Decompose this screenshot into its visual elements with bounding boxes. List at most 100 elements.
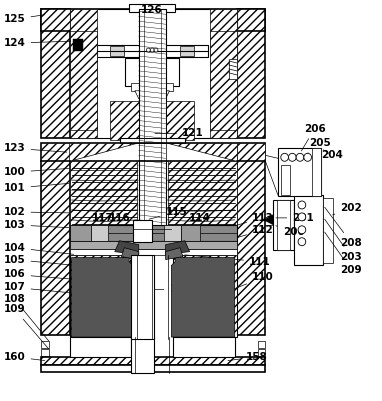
Text: 104: 104 [3,243,74,254]
Text: 202: 202 [333,203,362,215]
Bar [139,9,166,243]
Bar [258,341,265,348]
Text: 115: 115 [149,207,187,219]
Text: 160: 160 [4,352,45,362]
Bar [41,144,265,161]
Bar [168,161,236,233]
Bar [323,198,333,263]
Bar [180,46,194,56]
Text: 126: 126 [141,5,163,15]
Text: 113: 113 [223,213,274,229]
Bar [41,161,70,335]
Bar [229,59,236,79]
Text: 110: 110 [223,272,274,293]
Text: 209: 209 [325,232,362,275]
Bar [281,165,290,195]
Circle shape [296,153,304,161]
Circle shape [298,238,306,246]
Text: 125: 125 [4,14,45,24]
Bar [131,83,173,91]
Circle shape [154,48,158,52]
Bar [236,161,265,335]
Bar [277,200,290,250]
Polygon shape [70,31,97,130]
Polygon shape [70,144,137,161]
Bar [41,349,49,356]
Text: 101: 101 [4,183,69,193]
Bar [144,44,160,57]
Polygon shape [135,91,170,99]
Text: 109: 109 [4,304,49,349]
Text: 106: 106 [4,269,74,279]
Text: 124: 124 [3,38,71,48]
Polygon shape [121,248,139,259]
Text: 120: 120 [155,284,191,294]
Bar [131,255,154,339]
Polygon shape [71,257,133,337]
Bar [70,337,131,357]
Polygon shape [115,241,139,255]
Bar [41,9,70,138]
Bar [173,337,235,357]
Text: 105: 105 [4,255,74,265]
Circle shape [298,213,306,221]
Bar [278,148,321,196]
Text: 108: 108 [4,294,49,341]
Bar [70,161,137,233]
Text: 112: 112 [223,225,274,242]
Circle shape [150,48,154,52]
Bar [41,9,265,31]
Bar [236,9,265,138]
Circle shape [281,153,288,161]
Polygon shape [172,257,235,337]
Bar [73,39,83,51]
Bar [210,9,236,138]
Bar [70,249,236,255]
Circle shape [146,48,150,52]
Polygon shape [166,248,183,259]
Text: 203: 203 [325,219,362,261]
Text: 117: 117 [82,213,114,229]
Bar [70,241,236,249]
Text: 123: 123 [4,144,67,153]
Bar [91,225,108,241]
Polygon shape [168,144,236,161]
Bar [70,225,236,241]
Circle shape [288,153,296,161]
Bar [166,101,194,140]
Bar [41,357,265,365]
Polygon shape [210,31,236,130]
Bar [125,58,179,86]
Bar [133,220,152,242]
Text: 121: 121 [155,128,204,138]
Bar [311,148,321,196]
Text: 100: 100 [4,167,69,177]
Text: 200: 200 [276,226,304,237]
Bar [273,200,294,250]
Bar [164,225,181,241]
Text: 204: 204 [321,150,343,160]
Bar [70,225,91,241]
Circle shape [298,201,306,209]
Bar [70,9,236,138]
Polygon shape [264,215,273,225]
Bar [110,101,139,140]
Text: 208: 208 [325,207,362,248]
Bar [41,144,70,161]
Bar [181,225,200,241]
Text: 158: 158 [228,352,268,362]
Text: 201: 201 [276,213,314,223]
Bar [110,46,125,56]
Text: 102: 102 [4,207,69,217]
Bar [129,4,175,12]
Text: 205: 205 [308,138,331,153]
Text: 103: 103 [4,220,69,230]
Text: 107: 107 [3,282,74,293]
Bar [294,195,323,265]
Text: 111: 111 [114,257,142,267]
Polygon shape [70,255,131,337]
Bar [41,365,265,372]
Text: 116: 116 [103,213,131,228]
Polygon shape [166,241,189,255]
Text: 206: 206 [301,124,325,151]
